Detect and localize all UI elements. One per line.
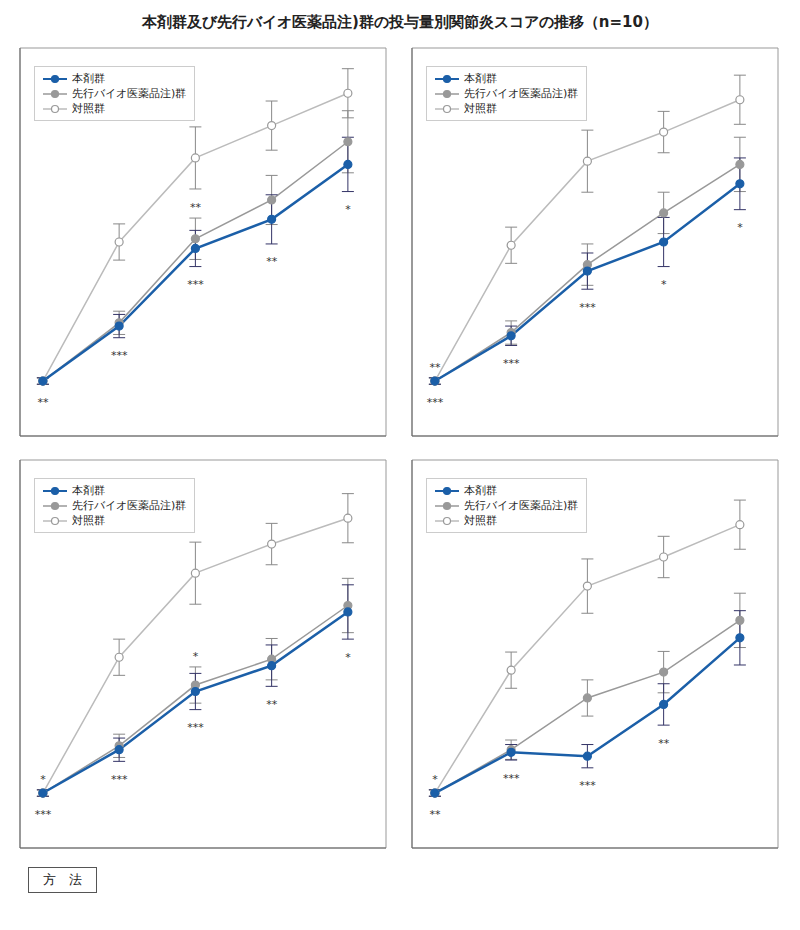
- svg-text:***: ***: [579, 779, 596, 792]
- svg-text:**: **: [266, 255, 278, 268]
- html-text:本剤群及び先行バイオ医薬品注)群の投与量別関節炎スコアの推移: 本剤群及び先行バイオ医薬品注)群の投与量別関節炎スコアの推移（n=10）: [142, 13, 658, 31]
- svg-text:***: ***: [503, 357, 520, 370]
- svg-text:*: *: [193, 650, 199, 663]
- html-text:先行バイオ医薬品注)群: 先行バイオ医薬品注)群: [464, 499, 579, 512]
- svg-text:***: ***: [111, 349, 128, 362]
- html-text:先行バイオ医薬品注)群: 先行バイオ医薬品注)群: [464, 87, 579, 100]
- svg-text:***: ***: [579, 301, 596, 314]
- svg-text:*: *: [661, 278, 667, 291]
- svg-text:***: ***: [427, 396, 444, 409]
- svg-text:*: *: [345, 203, 351, 216]
- html-text:対照群: 対照群: [72, 514, 105, 527]
- svg-text:**: **: [266, 698, 278, 711]
- svg-text:*: *: [432, 773, 438, 786]
- svg-text:*: *: [737, 221, 743, 234]
- html-text:対照群: 対照群: [464, 514, 497, 527]
- svg-text:***: ***: [111, 773, 128, 786]
- svg-text:**: **: [658, 737, 670, 750]
- html-text:本剤群: 本剤群: [464, 72, 497, 85]
- svg-text:**: **: [37, 396, 49, 409]
- html-text:方 法: 方 法: [43, 872, 82, 887]
- html-text:対照群: 対照群: [464, 102, 497, 115]
- html-text:先行バイオ医薬品注)群: 先行バイオ医薬品注)群: [72, 499, 187, 512]
- svg-text:***: ***: [503, 772, 520, 785]
- html-text:対照群: 対照群: [72, 102, 105, 115]
- svg-text:**: **: [429, 808, 441, 821]
- html-text:本剤群: 本剤群: [464, 484, 497, 497]
- svg-text:*: *: [40, 773, 46, 786]
- svg-text:***: ***: [35, 808, 52, 821]
- svg-text:***: ***: [187, 278, 204, 291]
- html-text:本剤群: 本剤群: [72, 72, 105, 85]
- html-text:本剤群: 本剤群: [72, 484, 105, 497]
- svg-text:***: ***: [187, 721, 204, 734]
- svg-text:**: **: [190, 201, 202, 214]
- svg-text:*: *: [345, 651, 351, 664]
- svg-text:**: **: [429, 361, 441, 374]
- html-text:先行バイオ医薬品注)群: 先行バイオ医薬品注)群: [72, 87, 187, 100]
